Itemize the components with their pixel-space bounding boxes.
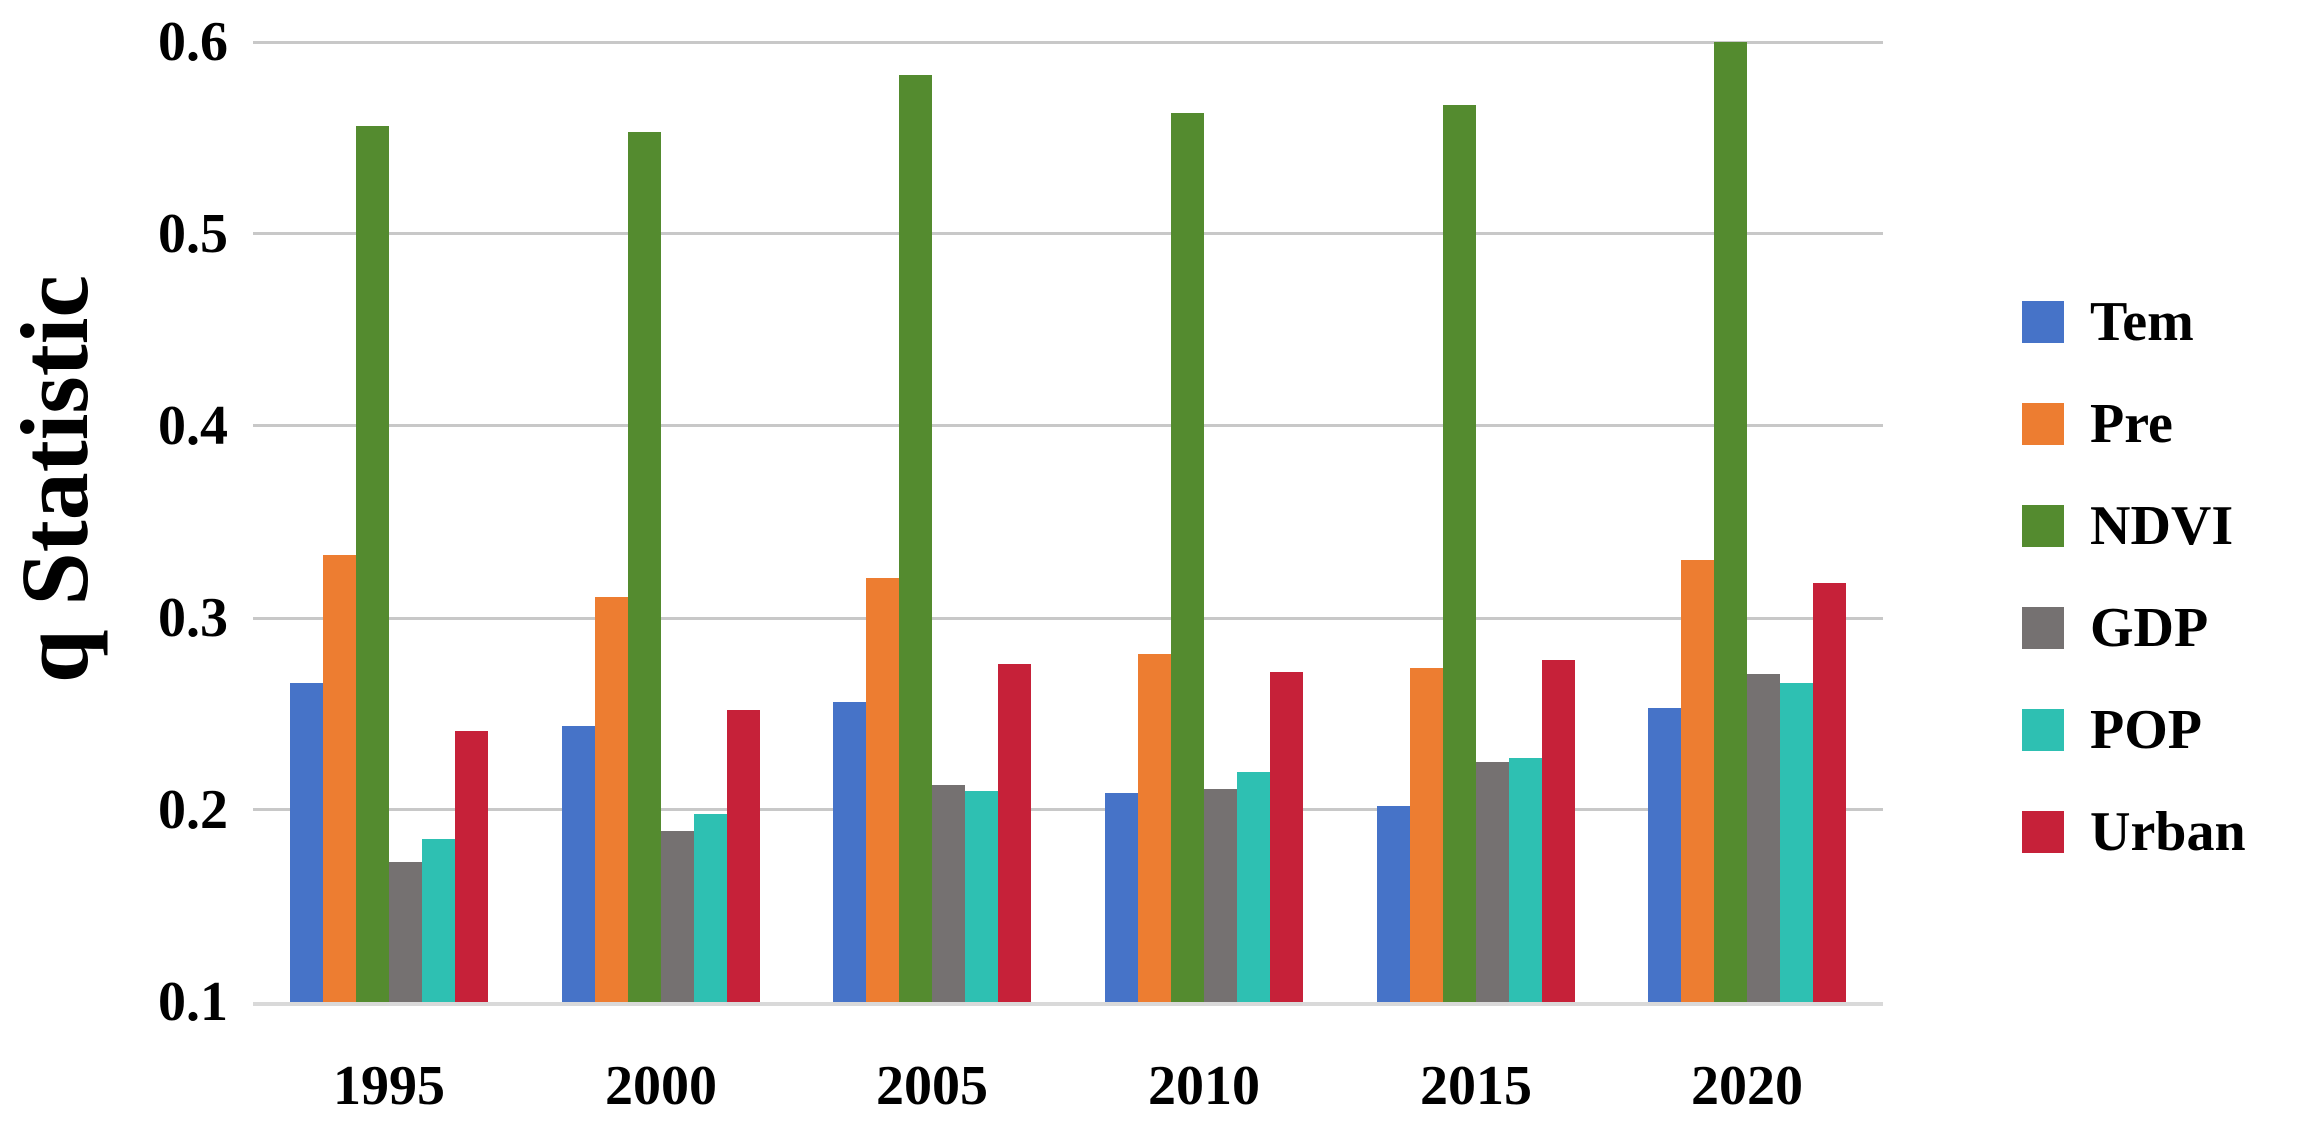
x-category-label-2020: 2020	[1691, 1055, 1803, 1117]
bar-tem-2005	[833, 702, 866, 1002]
legend-swatch-tem	[2022, 301, 2064, 343]
bar-ndvi-2010	[1171, 113, 1204, 1002]
legend-swatch-ndvi	[2022, 505, 2064, 547]
bar-tem-2010	[1105, 793, 1138, 1002]
legend-swatch-pop	[2022, 709, 2064, 751]
legend-label-urban: Urban	[2090, 801, 2246, 863]
y-tick-label-0.3: 0.3	[158, 587, 228, 649]
legend-label-pre: Pre	[2090, 393, 2173, 455]
bar-pop-2000	[694, 814, 727, 1002]
bar-pop-2015	[1509, 758, 1542, 1002]
legend-item-gdp: GDP	[2022, 577, 2246, 679]
x-category-label-2000: 2000	[605, 1055, 717, 1117]
bar-ndvi-2005	[899, 75, 932, 1002]
bar-pop-2005	[965, 791, 998, 1002]
legend-item-pre: Pre	[2022, 373, 2246, 475]
x-category-label-2005: 2005	[876, 1055, 988, 1117]
bar-pre-1995	[323, 555, 356, 1002]
x-category-label-2015: 2015	[1420, 1055, 1532, 1117]
gridline-0.6	[253, 41, 1883, 44]
bar-gdp-2000	[661, 831, 694, 1002]
bar-pre-2015	[1410, 668, 1443, 1002]
bar-pre-2010	[1138, 654, 1171, 1002]
bar-urban-1995	[455, 731, 488, 1002]
bar-ndvi-2000	[628, 132, 661, 1002]
bar-ndvi-2015	[1443, 105, 1476, 1002]
legend: Tem Pre NDVI GDP POP Urban	[2022, 271, 2246, 883]
bar-gdp-2015	[1476, 762, 1509, 1002]
x-category-label-2010: 2010	[1148, 1055, 1260, 1117]
bar-tem-2000	[562, 726, 595, 1002]
bar-pop-1995	[422, 839, 455, 1002]
gridline-0.5	[253, 232, 1883, 235]
gridline-0.4	[253, 424, 1883, 427]
bar-tem-2020	[1648, 708, 1681, 1002]
bar-urban-2015	[1542, 660, 1575, 1002]
legend-label-ndvi: NDVI	[2090, 495, 2234, 557]
bar-ndvi-2020	[1714, 42, 1747, 1002]
bar-gdp-2005	[932, 785, 965, 1002]
legend-item-pop: POP	[2022, 679, 2246, 781]
bar-tem-2015	[1377, 806, 1410, 1002]
legend-item-urban: Urban	[2022, 781, 2246, 883]
bar-urban-2005	[998, 664, 1031, 1002]
y-tick-label-0.5: 0.5	[158, 203, 228, 265]
bar-pre-2005	[866, 578, 899, 1002]
bar-ndvi-1995	[356, 126, 389, 1002]
bar-urban-2000	[727, 710, 760, 1002]
bar-gdp-2020	[1747, 674, 1780, 1002]
bar-pop-2010	[1237, 772, 1270, 1002]
bar-pop-2020	[1780, 683, 1813, 1002]
bar-pre-2000	[595, 597, 628, 1002]
y-tick-label-0.6: 0.6	[158, 11, 228, 73]
y-tick-label-0.1: 0.1	[158, 971, 228, 1033]
gridline-0.2	[253, 808, 1883, 811]
bar-pre-2020	[1681, 560, 1714, 1002]
bar-urban-2020	[1813, 583, 1846, 1002]
bar-urban-2010	[1270, 672, 1303, 1002]
legend-item-ndvi: NDVI	[2022, 475, 2246, 577]
x-category-label-1995: 1995	[333, 1055, 445, 1117]
bar-gdp-1995	[389, 862, 422, 1002]
y-tick-label-0.4: 0.4	[158, 395, 228, 457]
legend-label-pop: POP	[2090, 699, 2202, 761]
x-axis-line	[253, 1002, 1883, 1006]
legend-swatch-gdp	[2022, 607, 2064, 649]
legend-label-tem: Tem	[2090, 291, 2194, 353]
legend-swatch-pre	[2022, 403, 2064, 445]
gridline-0.3	[253, 617, 1883, 620]
bar-gdp-2010	[1204, 789, 1237, 1002]
y-tick-label-0.2: 0.2	[158, 779, 228, 841]
legend-swatch-urban	[2022, 811, 2064, 853]
legend-label-gdp: GDP	[2090, 597, 2209, 659]
legend-item-tem: Tem	[2022, 271, 2246, 373]
bar-tem-1995	[290, 683, 323, 1002]
